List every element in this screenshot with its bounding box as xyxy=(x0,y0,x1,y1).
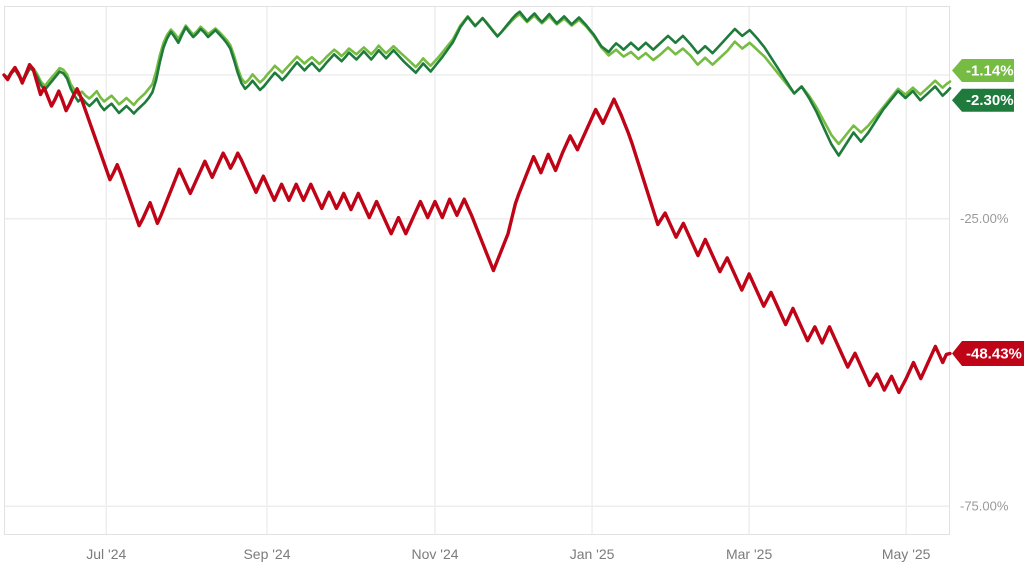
series-line-red xyxy=(2,62,952,395)
flag-shape xyxy=(952,88,1014,112)
y-axis-tick-label: -75.00% xyxy=(960,498,1009,513)
flag-value-text: -1.14% xyxy=(966,63,1014,80)
x-axis-tick-label: May '25 xyxy=(882,546,931,562)
plot-border xyxy=(4,6,950,535)
x-axis-labels: Jul '24 Sep '24 Nov '24 Jan '25 Mar '25 May '… xyxy=(86,546,930,562)
flag-shape xyxy=(952,59,1014,83)
x-axis-tick-label: Jul '24 xyxy=(86,546,126,562)
flag-value-text: -2.30% xyxy=(966,92,1014,109)
end-value-flags[interactable]: -1.14% -2.30% -48.43% xyxy=(952,59,1024,366)
end-value-flag-red[interactable]: -48.43% xyxy=(952,340,1024,366)
series-lines xyxy=(2,10,952,395)
series-line-dark-green xyxy=(2,10,952,157)
end-value-flag-light-green[interactable]: -1.14% xyxy=(952,59,1014,83)
x-axis-tick-label: Nov '24 xyxy=(411,546,458,562)
end-value-flag-dark-green[interactable]: -2.30% xyxy=(952,88,1014,112)
x-axis-tick-label: Mar '25 xyxy=(726,546,772,562)
x-axis-tick-label: Sep '24 xyxy=(243,546,290,562)
x-axis-tick-label: Jan '25 xyxy=(570,546,615,562)
plot-background xyxy=(4,6,950,535)
y-axis-labels: 0.00%-25.00%-75.00% xyxy=(960,67,1009,513)
flag-value-text: -48.43% xyxy=(966,345,1022,362)
plot-area-border xyxy=(4,6,950,535)
y-axis-tick-label: -25.00% xyxy=(960,211,1009,226)
gridlines xyxy=(4,6,950,535)
flag-shape xyxy=(952,340,1024,366)
